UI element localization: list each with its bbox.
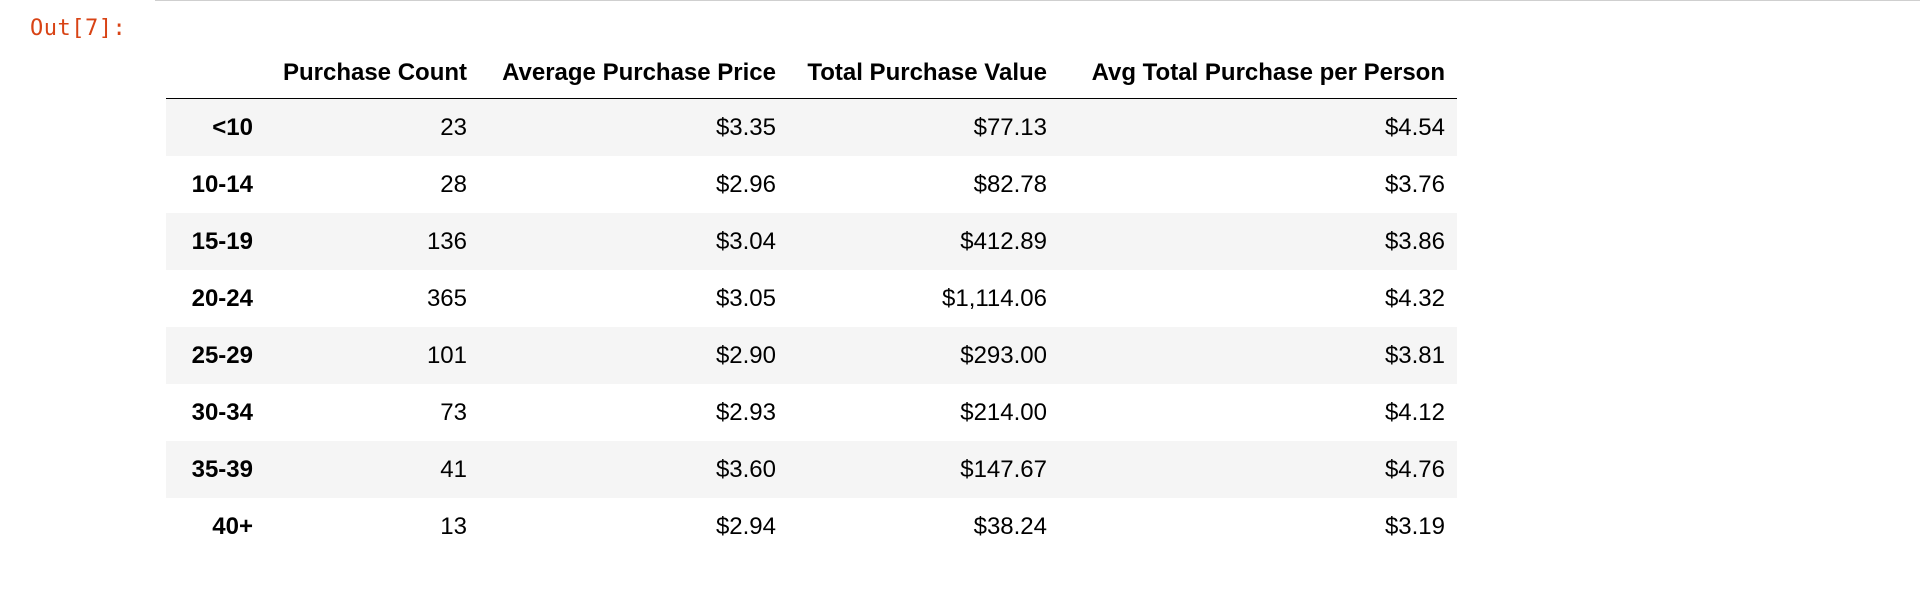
cell-total-purchase-value: $412.89 (960, 227, 1047, 255)
cell-purchase-count: 73 (440, 398, 467, 426)
cell-average-purchase-price: $2.94 (715, 512, 776, 540)
cell-average-purchase-price: $2.96 (715, 170, 776, 198)
cell-purchase-count: 101 (426, 341, 467, 369)
table-row: <10 23 $3.35 $77.13 $4.54 (166, 98, 1457, 156)
cell-total-purchase-value: $293.00 (960, 341, 1047, 369)
row-label: 15-19 (191, 227, 253, 255)
row-label: 40+ (212, 512, 253, 540)
table-body: <10 23 $3.35 $77.13 $4.54 10-14 28 $2.96… (166, 98, 1457, 555)
cell-total-purchase-value: $1,114.06 (942, 284, 1047, 312)
cell-avg-total-per-person: $4.54 (1384, 113, 1445, 141)
table-row: 15-19 136 $3.04 $412.89 $3.86 (166, 213, 1457, 270)
cell-total-purchase-value: $82.78 (973, 170, 1047, 198)
table-row: 10-14 28 $2.96 $82.78 $3.76 (166, 156, 1457, 213)
cell-average-purchase-price: $3.04 (715, 227, 776, 255)
cell-avg-total-per-person: $3.86 (1384, 227, 1445, 255)
cell-total-purchase-value: $214.00 (960, 398, 1047, 426)
dataframe-table: Purchase Count Average Purchase Price To… (166, 48, 1457, 555)
output-area: Purchase Count Average Purchase Price To… (166, 48, 1457, 555)
cell-average-purchase-price: $2.93 (715, 398, 776, 426)
cell-avg-total-per-person: $4.12 (1384, 398, 1445, 426)
cell-total-purchase-value: $38.24 (973, 512, 1047, 540)
table-row: 30-34 73 $2.93 $214.00 $4.12 (166, 384, 1457, 441)
table-row: 20-24 365 $3.05 $1,114.06 $4.32 (166, 270, 1457, 327)
cell-total-purchase-value: $147.67 (960, 455, 1047, 483)
cell-avg-total-per-person: $3.19 (1384, 512, 1445, 540)
cell-avg-total-per-person: $4.76 (1384, 455, 1445, 483)
table-row: 40+ 13 $2.94 $38.24 $3.19 (166, 498, 1457, 555)
row-label: 25-29 (191, 341, 253, 369)
row-label: 35-39 (191, 455, 253, 483)
row-label: 10-14 (191, 170, 253, 198)
table-row: 35-39 41 $3.60 $147.67 $4.76 (166, 441, 1457, 498)
table-header: Purchase Count Average Purchase Price To… (166, 48, 1457, 99)
cell-purchase-count: 41 (440, 455, 467, 483)
index-header-blank (166, 48, 265, 99)
cell-average-purchase-price: $2.90 (715, 341, 776, 369)
cell-average-purchase-price: $3.60 (715, 455, 776, 483)
cell-purchase-count: 13 (440, 512, 467, 540)
output-prompt: Out[7]: (30, 16, 127, 41)
cell-purchase-count: 365 (426, 284, 467, 312)
cell-purchase-count: 136 (426, 227, 467, 255)
column-header-average-purchase-price: Average Purchase Price (479, 48, 788, 99)
row-label: <10 (212, 113, 253, 141)
table-row: 25-29 101 $2.90 $293.00 $3.81 (166, 327, 1457, 384)
cell-purchase-count: 28 (440, 170, 467, 198)
cell-average-purchase-price: $3.05 (715, 284, 776, 312)
cell-total-purchase-value: $77.13 (973, 113, 1047, 141)
column-header-total-purchase-value: Total Purchase Value (788, 48, 1059, 99)
cell-avg-total-per-person: $4.32 (1384, 284, 1445, 312)
header-row: Purchase Count Average Purchase Price To… (166, 48, 1457, 99)
cell-average-purchase-price: $3.35 (715, 113, 776, 141)
cell-avg-total-per-person: $3.76 (1384, 170, 1445, 198)
row-label: 30-34 (191, 398, 253, 426)
cell-avg-total-per-person: $3.81 (1384, 341, 1445, 369)
column-header-purchase-count: Purchase Count (265, 48, 479, 99)
column-header-avg-total-purchase-per-person: Avg Total Purchase per Person (1059, 48, 1457, 99)
cell-purchase-count: 23 (440, 113, 467, 141)
row-label: 20-24 (191, 284, 253, 312)
cell-top-border (155, 0, 1920, 1)
